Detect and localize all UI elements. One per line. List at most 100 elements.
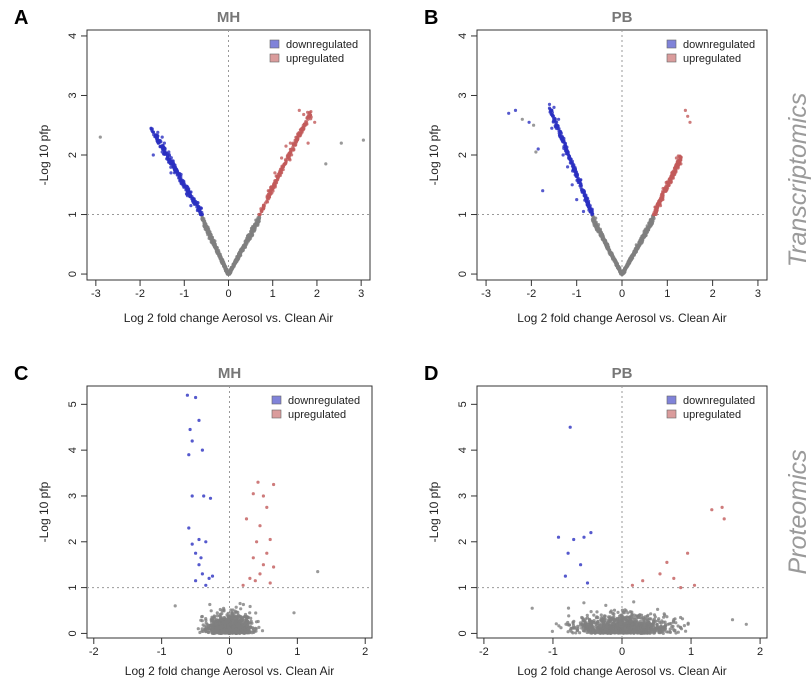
point-not-significant — [240, 622, 244, 626]
point-downregulated — [182, 179, 186, 183]
point-not-significant — [653, 615, 657, 619]
legend-label: downregulated — [683, 39, 755, 51]
legend-label: upregulated — [683, 53, 741, 65]
point-not-significant — [240, 618, 244, 623]
point-not-significant — [200, 627, 204, 631]
panel-letter: C — [14, 363, 28, 385]
point-not-significant — [222, 606, 226, 610]
point-not-significant — [254, 611, 258, 615]
point-upregulated — [272, 182, 276, 186]
point-not-significant — [593, 631, 597, 635]
point-downregulated — [197, 208, 201, 212]
point-not-significant — [238, 601, 242, 606]
point-downregulated — [585, 581, 590, 585]
point-not-significant — [665, 615, 669, 619]
point-downregulated — [163, 149, 167, 153]
point-downregulated — [193, 202, 197, 206]
point-upregulated — [277, 171, 281, 175]
point-not-significant — [236, 630, 240, 634]
point-not-significant — [652, 629, 656, 633]
point-not-significant — [635, 630, 639, 635]
point-not-significant — [246, 623, 250, 627]
y-tick-label: 4 — [67, 447, 79, 453]
point-not-significant — [623, 622, 627, 626]
point-upregulated — [287, 154, 291, 158]
x-tick-label: 2 — [362, 646, 368, 658]
point-not-significant — [254, 627, 258, 631]
point-upregulated — [720, 505, 724, 509]
point-not-significant — [616, 610, 620, 615]
point-not-significant — [576, 624, 580, 629]
point-downregulated — [204, 583, 208, 587]
point-not-significant — [666, 630, 670, 634]
point-upregulated — [678, 157, 683, 161]
point-not-significant — [602, 617, 606, 621]
point-not-significant — [596, 626, 600, 630]
point-downregulated — [200, 448, 204, 452]
point-not-significant — [219, 626, 223, 630]
point-not-significant — [339, 141, 343, 145]
point-upregulated — [665, 560, 669, 565]
point-not-significant — [606, 625, 611, 630]
point-upregulated — [251, 556, 255, 560]
point-not-significant — [232, 628, 236, 632]
point-downregulated — [572, 537, 576, 542]
point-upregulated — [258, 572, 262, 576]
point-not-significant — [619, 630, 623, 634]
points-layer — [507, 102, 692, 276]
point-not-significant — [609, 617, 613, 621]
legend-swatch — [666, 39, 677, 49]
point-downregulated — [197, 563, 201, 567]
point-not-significant — [205, 226, 209, 230]
x-tick-label: 1 — [688, 646, 694, 658]
point-not-significant — [627, 617, 631, 621]
point-not-significant — [658, 620, 662, 624]
point-not-significant — [222, 628, 226, 632]
y-tick-label: 2 — [67, 152, 79, 158]
point-downregulated — [585, 201, 589, 206]
point-downregulated — [194, 395, 198, 400]
point-upregulated — [308, 114, 312, 118]
point-not-significant — [257, 625, 261, 630]
point-upregulated — [288, 147, 292, 151]
x-tick-label: -2 — [135, 288, 145, 300]
point-not-significant — [644, 628, 648, 632]
point-not-significant — [223, 624, 227, 628]
legend-swatch — [666, 395, 677, 405]
y-axis-label: -Log 10 pfp — [427, 124, 441, 185]
points-layer — [530, 425, 748, 636]
point-not-significant — [243, 615, 247, 619]
point-upregulated — [654, 212, 658, 217]
point-downregulated — [553, 125, 558, 129]
legend-swatch — [666, 53, 677, 63]
legend-label: downregulated — [683, 395, 755, 407]
point-upregulated — [282, 163, 286, 168]
y-tick-label: 2 — [457, 539, 469, 545]
point-downregulated — [169, 156, 173, 160]
point-not-significant — [644, 618, 648, 622]
point-not-significant — [205, 229, 209, 233]
point-not-significant — [644, 230, 648, 234]
point-not-significant — [227, 272, 231, 276]
point-upregulated — [253, 579, 257, 583]
point-downregulated — [567, 155, 571, 159]
point-downregulated — [194, 551, 198, 555]
point-downregulated — [547, 102, 552, 106]
point-upregulated — [660, 198, 664, 202]
point-not-significant — [619, 625, 624, 629]
point-downregulated — [153, 134, 157, 138]
point-not-significant — [220, 260, 224, 264]
point-downregulated — [564, 152, 568, 156]
point-downregulated — [581, 190, 585, 194]
point-upregulated — [722, 517, 726, 521]
point-downregulated — [570, 183, 574, 187]
point-downregulated — [156, 140, 160, 144]
point-not-significant — [316, 570, 320, 574]
point-not-significant — [636, 615, 641, 620]
point-not-significant — [612, 614, 616, 619]
legend-swatch — [269, 53, 280, 63]
point-upregulated — [288, 150, 292, 154]
x-tick-label: -3 — [481, 288, 491, 300]
